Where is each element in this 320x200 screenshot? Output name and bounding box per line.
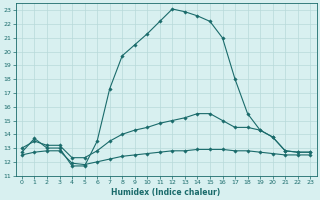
X-axis label: Humidex (Indice chaleur): Humidex (Indice chaleur) [111,188,221,197]
